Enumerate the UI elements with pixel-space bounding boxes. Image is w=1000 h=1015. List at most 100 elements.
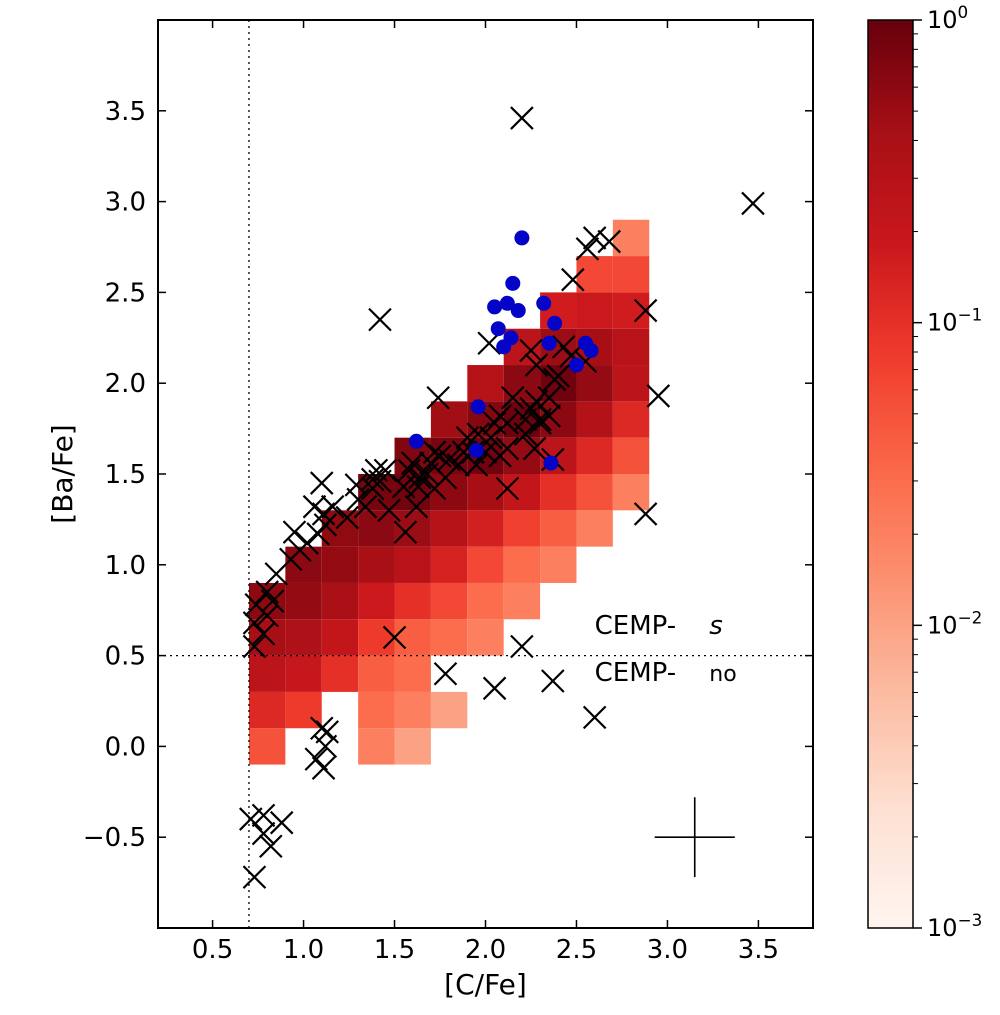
heatmap-cell: [540, 438, 576, 474]
cb-tick-label: 100: [927, 2, 968, 34]
circle-marker: [487, 299, 502, 314]
heatmap-cell: [395, 656, 431, 692]
heatmap-cell: [613, 365, 649, 401]
heatmap-cell: [322, 547, 358, 583]
circle-marker: [469, 443, 484, 458]
heatmap-cell: [358, 728, 394, 764]
heatmap-cell: [504, 510, 540, 546]
heatmap-cell: [431, 474, 467, 510]
heatmap-cell: [613, 329, 649, 365]
heatmap-cell: [395, 547, 431, 583]
cb-tick-label: 10−2: [927, 607, 982, 639]
circle-marker: [536, 296, 551, 311]
cb-tick-label: 10−3: [927, 910, 982, 942]
xtick-label: 2.5: [556, 935, 597, 965]
heatmap-cell: [395, 728, 431, 764]
ytick-label: −0.5: [83, 823, 146, 853]
xtick-label: 3.5: [738, 935, 779, 965]
heatmap-cell: [358, 656, 394, 692]
heatmap-cell: [576, 256, 612, 292]
heatmap-cell: [540, 510, 576, 546]
ytick-label: 1.5: [105, 460, 146, 490]
heatmap-cell: [613, 401, 649, 437]
heatmap-cell: [504, 547, 540, 583]
circle-marker: [471, 399, 486, 414]
heatmap-cell: [358, 692, 394, 728]
ytick-label: 0.0: [105, 732, 146, 762]
heatmap-cell: [504, 365, 540, 401]
xtick-label: 1.5: [374, 935, 415, 965]
heatmap-cell: [431, 547, 467, 583]
heatmap-cell: [285, 583, 321, 619]
heatmap-cell: [467, 365, 503, 401]
annotation-text: CEMP-: [595, 658, 677, 688]
heatmap-cell: [613, 474, 649, 510]
heatmap-cell: [249, 583, 285, 619]
annotation-text: s: [709, 611, 723, 641]
heatmap-cell: [395, 692, 431, 728]
ytick-label: 2.0: [105, 369, 146, 399]
heatmap-cell: [504, 583, 540, 619]
heatmap-cell: [431, 692, 467, 728]
heatmap-cell: [285, 619, 321, 655]
heatmap-cell: [613, 292, 649, 328]
colorbar-gradient: [868, 20, 913, 928]
heatmap-cell: [576, 474, 612, 510]
ytick-label: 2.5: [105, 278, 146, 308]
ytick-label: 3.5: [105, 97, 146, 127]
circle-marker: [409, 434, 424, 449]
heatmap-cell: [613, 256, 649, 292]
circle-marker: [503, 330, 518, 345]
chart-container: CEMP-s CEMP-no 0.5 1.0 1.5 2.0 2.5 3.0 3.5 −0.5 0.…: [0, 0, 1000, 1015]
heatmap-cell: [540, 474, 576, 510]
heatmap-cell: [504, 474, 540, 510]
circle-marker: [542, 336, 557, 351]
heatmap-cell: [467, 547, 503, 583]
heatmap-cell: [431, 619, 467, 655]
heatmap-cell: [358, 583, 394, 619]
heatmap-cell: [249, 656, 285, 692]
heatmap-cell: [322, 656, 358, 692]
ytick-label: 1.0: [105, 551, 146, 581]
circle-marker: [547, 316, 562, 331]
cb-tick-label: 10−1: [927, 305, 982, 337]
x-axis-label: [C/Fe]: [444, 968, 527, 1001]
annotation-text: no: [709, 662, 736, 687]
heatmap-cell: [467, 583, 503, 619]
heatmap-cell: [431, 510, 467, 546]
heatmap-cell: [358, 510, 394, 546]
heatmap-cell: [285, 656, 321, 692]
heatmap-cell: [395, 583, 431, 619]
heatmap-cell: [395, 619, 431, 655]
xtick-label: 0.5: [192, 935, 233, 965]
heatmap-cell: [249, 692, 285, 728]
chart-svg: CEMP-s CEMP-no 0.5 1.0 1.5 2.0 2.5 3.0 3.5 −0.5 0.…: [0, 0, 1000, 1015]
heatmap-cell: [576, 292, 612, 328]
heatmap-cell: [322, 619, 358, 655]
heatmap-cell: [431, 583, 467, 619]
heatmap-cell: [576, 401, 612, 437]
circle-marker: [511, 303, 526, 318]
heatmap-cell: [358, 547, 394, 583]
circle-marker: [514, 230, 529, 245]
circle-marker: [569, 358, 584, 373]
heatmap-cell: [358, 619, 394, 655]
circle-marker: [584, 343, 599, 358]
heatmap-cell: [322, 510, 358, 546]
annotation-text: CEMP-: [595, 611, 677, 641]
xtick-label: 1.0: [283, 935, 324, 965]
heatmap-cell: [249, 728, 285, 764]
heatmap-cell: [467, 619, 503, 655]
y-axis-label: [Ba/Fe]: [46, 424, 79, 523]
heatmap-cell: [540, 547, 576, 583]
circle-marker: [491, 321, 506, 336]
xtick-label: 3.0: [647, 935, 688, 965]
heatmap-cell: [613, 438, 649, 474]
heatmap-cell: [322, 583, 358, 619]
circle-marker: [505, 276, 520, 291]
heatmap-cell: [576, 510, 612, 546]
heatmap-cell: [467, 510, 503, 546]
ytick-label: 0.5: [105, 642, 146, 672]
xtick-label: 2.0: [465, 935, 506, 965]
ytick-label: 3.0: [105, 188, 146, 218]
